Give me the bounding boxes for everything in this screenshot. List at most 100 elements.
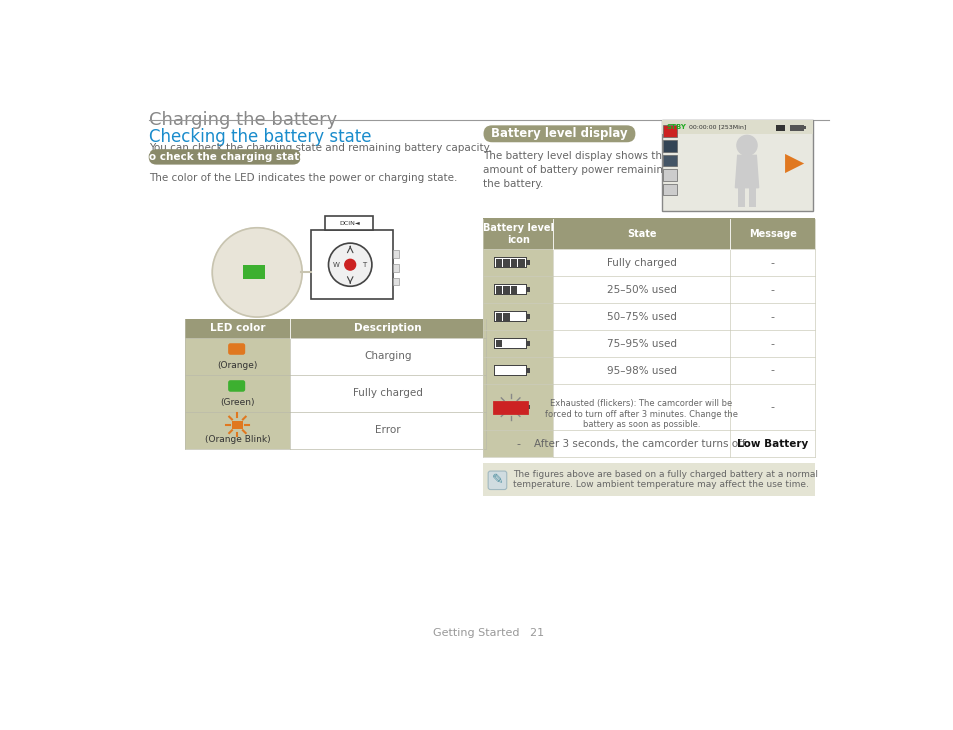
Bar <box>729 357 815 384</box>
Text: -: - <box>770 339 774 349</box>
Text: -: - <box>770 402 774 412</box>
Bar <box>483 250 553 276</box>
Bar <box>495 258 525 267</box>
Bar <box>393 278 398 285</box>
Text: Battery level
icon: Battery level icon <box>482 223 554 245</box>
Bar <box>393 250 398 258</box>
Text: 75–95% used: 75–95% used <box>606 339 676 349</box>
Bar <box>483 330 553 357</box>
Text: The figures above are based on a fully charged battery at a normal
temperature. : The figures above are based on a fully c… <box>513 469 817 489</box>
Text: -: - <box>770 285 774 295</box>
Bar <box>495 366 525 375</box>
Text: Checking the battery state: Checking the battery state <box>149 128 371 147</box>
Bar <box>510 286 517 293</box>
FancyBboxPatch shape <box>228 380 245 392</box>
Text: STBY: STBY <box>666 124 685 130</box>
Bar <box>737 187 744 207</box>
Bar <box>729 430 815 457</box>
Bar <box>243 266 265 279</box>
Bar <box>483 276 553 303</box>
Text: Fully charged: Fully charged <box>353 388 422 399</box>
Circle shape <box>212 228 302 317</box>
Bar <box>494 338 526 349</box>
Text: 00:00:00 [253Min]: 00:00:00 [253Min] <box>688 124 745 129</box>
Text: Battery level display: Battery level display <box>491 127 627 140</box>
Circle shape <box>736 135 757 155</box>
Bar <box>311 230 393 299</box>
Text: 25–50% used: 25–50% used <box>606 285 676 295</box>
Bar <box>526 368 530 373</box>
Bar <box>553 357 729 384</box>
FancyBboxPatch shape <box>228 343 245 355</box>
Text: Charging the battery: Charging the battery <box>149 111 336 128</box>
Bar <box>503 286 509 293</box>
Text: To check the charging state: To check the charging state <box>143 152 306 162</box>
Bar <box>496 259 502 266</box>
Bar <box>526 342 530 346</box>
Bar <box>495 285 525 294</box>
Bar <box>661 120 812 134</box>
Bar <box>662 126 677 137</box>
Text: ✎: ✎ <box>491 473 503 488</box>
Bar <box>526 315 530 319</box>
Bar <box>503 313 509 320</box>
FancyBboxPatch shape <box>149 149 300 164</box>
Bar <box>789 125 802 131</box>
Text: -: - <box>516 439 519 449</box>
Bar <box>662 140 677 152</box>
Bar <box>553 430 729 457</box>
Bar <box>517 259 524 266</box>
FancyBboxPatch shape <box>488 471 506 490</box>
Bar <box>483 218 815 250</box>
Text: The color of the LED indicates the power or charging state.: The color of the LED indicates the power… <box>149 173 456 183</box>
Text: W: W <box>333 261 339 268</box>
Bar <box>661 120 812 211</box>
Bar <box>494 258 526 268</box>
Bar <box>290 338 485 374</box>
Bar <box>510 259 517 266</box>
Bar <box>496 313 502 320</box>
Text: Description: Description <box>354 323 421 333</box>
Text: (Orange Blink): (Orange Blink) <box>204 435 270 444</box>
Bar <box>325 216 373 230</box>
Text: Message: Message <box>748 229 796 239</box>
Text: (Orange): (Orange) <box>217 361 257 370</box>
Bar <box>662 184 677 196</box>
Text: Error: Error <box>375 426 400 435</box>
Bar <box>483 464 815 496</box>
Text: -: - <box>770 258 774 268</box>
Text: -: - <box>770 366 774 375</box>
Bar <box>495 312 525 321</box>
Text: Getting Started   21: Getting Started 21 <box>433 628 544 638</box>
Bar <box>503 259 509 266</box>
Bar <box>483 384 553 430</box>
Bar <box>185 318 485 338</box>
Circle shape <box>344 259 355 270</box>
Bar <box>483 430 553 457</box>
Bar <box>553 276 729 303</box>
Text: DCIN◄: DCIN◄ <box>338 220 359 226</box>
Text: After 3 seconds, the camcorder turns off.: After 3 seconds, the camcorder turns off… <box>534 439 748 449</box>
Bar <box>232 421 243 429</box>
FancyBboxPatch shape <box>483 126 635 142</box>
Bar <box>185 374 290 412</box>
Text: 50–75% used: 50–75% used <box>606 312 676 322</box>
Bar <box>185 412 290 449</box>
Bar <box>729 276 815 303</box>
Circle shape <box>328 243 372 286</box>
Text: 95–98% used: 95–98% used <box>606 366 676 375</box>
Bar <box>483 357 553 384</box>
Text: (Green): (Green) <box>220 398 254 407</box>
Text: LED color: LED color <box>210 323 265 333</box>
Bar <box>553 384 729 430</box>
Text: The battery level display shows the
amount of battery power remaining in
the bat: The battery level display shows the amou… <box>483 150 682 189</box>
Text: Low Battery: Low Battery <box>736 439 807 449</box>
Bar <box>494 311 526 322</box>
Bar <box>483 303 553 330</box>
Bar <box>290 412 485 449</box>
Bar <box>729 330 815 357</box>
Text: ▶: ▶ <box>784 150 803 174</box>
Bar <box>494 284 526 295</box>
Bar <box>494 402 526 412</box>
Bar <box>495 402 525 412</box>
